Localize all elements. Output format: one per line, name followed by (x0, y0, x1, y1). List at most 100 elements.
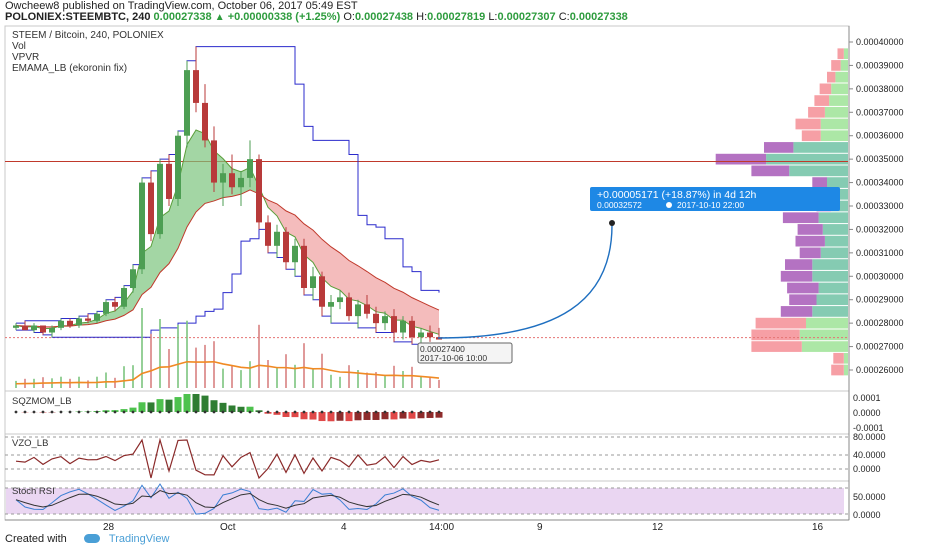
ribbon-segment (367, 271, 376, 312)
x-tick-16: 16 (812, 522, 824, 533)
symbol-line: POLONIEX:STEEMBTC, 240 0.00027338 ▲ +0.0… (5, 11, 628, 24)
ribbon-segment (403, 292, 412, 327)
sqz-dot (410, 410, 414, 414)
ribbon-segment (115, 302, 124, 320)
sqz-dot (437, 410, 441, 414)
footer: Created with TradingView (5, 533, 169, 545)
projection-date: 2017-10-10 22:00 (677, 200, 744, 210)
candle-down (256, 159, 262, 223)
candle-up (184, 70, 190, 136)
author-name[interactable]: Owcheew8 (5, 0, 60, 12)
channel-upper-line (16, 46, 440, 324)
high-value: 0.00027819 (427, 11, 486, 23)
sqz-bar (327, 412, 335, 422)
vp-up-bar (824, 106, 848, 118)
projection-anchor[interactable] (609, 220, 615, 226)
vp-up-bar (820, 130, 848, 142)
sqz-title[interactable]: SQZMOM_LB (12, 396, 72, 407)
candle-up (76, 318, 82, 326)
sqz-bar (336, 412, 344, 421)
candle-down (40, 325, 46, 333)
sqz-dot (158, 410, 162, 414)
vp-down-bar (795, 235, 825, 247)
sqz-dot (428, 410, 432, 414)
sqz-bar (282, 412, 290, 417)
sqz-bar (246, 406, 254, 412)
price-tick-label: 0.00032000 (856, 224, 904, 234)
sqz-dot (221, 410, 225, 414)
vp-down-bar (819, 83, 832, 95)
main-legend-title[interactable]: STEEM / Bitcoin, 240, POLONIEX (12, 30, 164, 41)
sqz-dot (230, 410, 234, 414)
candle-down (202, 102, 208, 141)
sqz-bar (147, 402, 155, 412)
low-value: 0.00027307 (497, 11, 556, 23)
sqz-dot (41, 410, 45, 414)
vp-down-bar (780, 270, 813, 282)
symbol-name[interactable]: POLONIEX:STEEMBTC, 240 (5, 11, 151, 23)
sqz-bar (291, 412, 299, 418)
emama-legend[interactable]: EMAMA_LB (ekoronin fix) (12, 63, 127, 74)
vol-legend[interactable]: Vol (12, 41, 26, 52)
sqz-bar (219, 402, 227, 412)
vp-up-bar (793, 142, 848, 153)
ribbon-cloud (15, 129, 440, 335)
sqz-bar (183, 394, 191, 412)
candle-up (355, 304, 361, 317)
sqz-bar (237, 406, 245, 412)
sqz-dot (248, 410, 252, 414)
candle-down (193, 70, 199, 103)
candle-up (292, 245, 298, 263)
candle-down (391, 316, 397, 333)
vp-up-bar (824, 235, 848, 247)
sqz-dot (239, 410, 243, 414)
vp-up-bar (820, 247, 848, 259)
vp-down-bar (715, 153, 767, 165)
sqz-bar (156, 399, 164, 412)
candle-up (94, 313, 100, 321)
vp-up-bar (831, 83, 848, 95)
price-tick-label: 0.00028000 (856, 318, 904, 328)
sqz-bar (174, 397, 182, 412)
sqz-dot (149, 410, 153, 414)
sqz-dot (23, 410, 27, 414)
candles (13, 46, 442, 349)
candle-up (274, 231, 280, 246)
ribbon-segment (295, 215, 304, 255)
stoch-title[interactable]: Stoch RSI (12, 486, 55, 497)
sqz-bar (318, 412, 326, 422)
sqz-bar (408, 412, 416, 419)
ribbon-segment (178, 144, 187, 249)
sqz-bar (390, 412, 398, 420)
vp-up-bar (799, 329, 848, 341)
sqz-bar (372, 412, 380, 420)
vp-down-bar (785, 259, 813, 270)
volume-ma-polyline (15, 360, 440, 385)
cursor-tooltip (417, 342, 513, 364)
sqz-dot (167, 410, 171, 414)
projection-target: 0.00032572 (597, 200, 642, 210)
candle-up (418, 332, 424, 338)
ribbon-segment (421, 301, 430, 332)
candle-down (283, 231, 289, 263)
candle-up (139, 182, 145, 270)
price-tick-label: 0.00036000 (856, 131, 904, 141)
vp-up-bar (843, 48, 848, 60)
volume-ma-line (15, 360, 440, 385)
vpvr-legend[interactable]: VPVR (12, 52, 39, 63)
vzo-pane-border (4, 433, 850, 482)
stoch-tick-0: 0.0000 (853, 510, 881, 520)
projection-change: +0.00005171 (+18.87%) in 4d 12h (597, 189, 757, 201)
candle-up (121, 288, 127, 307)
vp-up-bar (801, 341, 848, 352)
tradingview-brand[interactable]: TradingView (108, 533, 170, 545)
candle-up (337, 297, 343, 303)
stoch-band (6, 488, 844, 514)
sqz-dot (266, 410, 270, 414)
vzo-title[interactable]: VZO_LB (12, 438, 48, 449)
price-tick-label: 0.00034000 (856, 178, 904, 188)
sqz-dot (14, 410, 18, 414)
projection-box[interactable] (590, 187, 840, 211)
ribbon-segment (196, 129, 205, 213)
